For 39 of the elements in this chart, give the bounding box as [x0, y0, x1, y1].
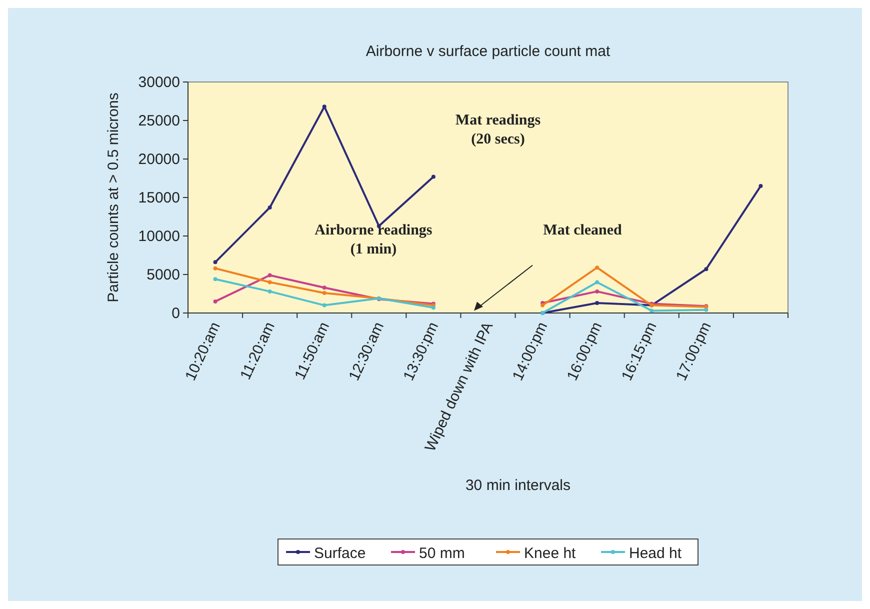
chart-title: Airborne v surface particle count mat	[366, 43, 611, 60]
legend-label: Head ht	[629, 545, 682, 562]
point	[322, 290, 326, 295]
annotation: Mat cleaned	[543, 222, 623, 238]
point	[704, 308, 708, 312]
y-axis-title: Particle counts at > 0.5 microns	[105, 92, 122, 302]
annotation: Airborne readings (1 min)	[314, 222, 432, 258]
point	[268, 280, 272, 284]
point	[213, 277, 218, 282]
legend-label: Surface	[314, 545, 366, 562]
legend-label: Knee ht	[524, 545, 577, 562]
y-tick-label: 15000	[138, 190, 180, 206]
point	[595, 300, 600, 305]
point	[213, 260, 218, 264]
point	[758, 184, 763, 188]
point	[595, 280, 600, 284]
point	[268, 273, 272, 278]
point	[595, 266, 600, 270]
x-axis-title: 30 min intervals	[465, 477, 571, 494]
point	[650, 308, 654, 313]
point	[213, 266, 218, 270]
point	[213, 299, 218, 304]
annotation: Mat readings (20 secs)	[455, 112, 541, 148]
point	[595, 289, 600, 294]
y-tick-label: 5000	[146, 266, 180, 284]
point	[704, 267, 708, 272]
y-tick-label: 20000	[138, 151, 180, 168]
y-tick-label: 10000	[138, 228, 180, 245]
point	[268, 289, 272, 294]
point	[268, 206, 272, 210]
point	[322, 303, 326, 308]
point	[431, 174, 436, 179]
y-tick-label: 30000	[138, 74, 180, 91]
legend-label: 50 mm	[419, 545, 465, 562]
point	[540, 303, 545, 308]
y-tick-label: 0	[172, 305, 180, 322]
point	[431, 306, 436, 310]
y-tick-label: 25000	[138, 112, 180, 130]
point	[322, 286, 326, 290]
